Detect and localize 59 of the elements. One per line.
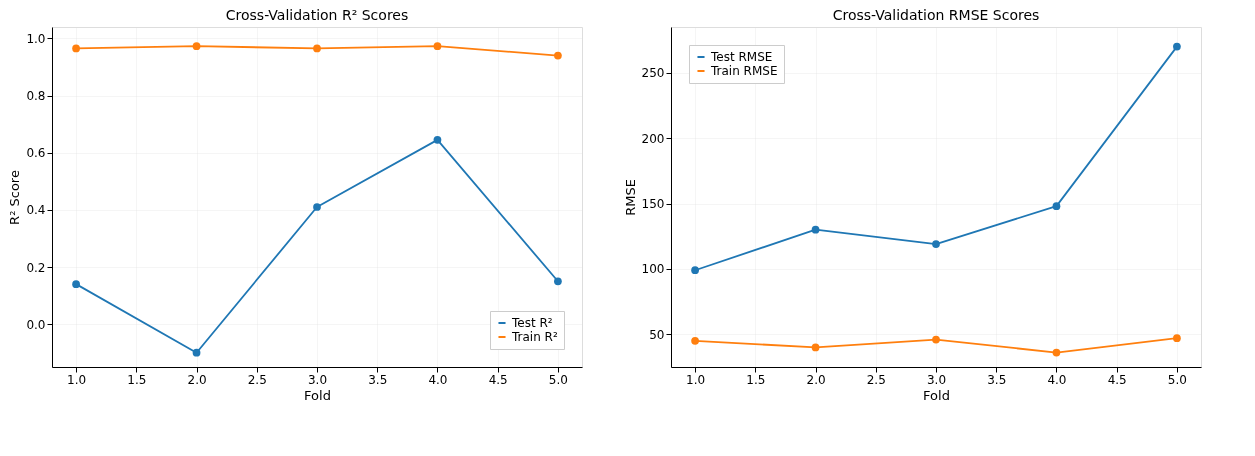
x-tick-label: 3.0 <box>926 372 947 387</box>
y-tick-label: 0.2 <box>26 260 46 275</box>
point <box>1173 42 1181 51</box>
point <box>313 44 321 53</box>
x-tick-label: 2.0 <box>187 372 207 387</box>
chart-title: Cross-Validation R² Scores <box>225 7 409 23</box>
y-tick-label: 250 <box>641 66 665 81</box>
x-tick-label: 3.5 <box>987 372 1007 387</box>
point <box>433 42 442 51</box>
point <box>72 280 80 289</box>
point <box>72 44 80 53</box>
point <box>313 203 321 211</box>
x-tick-label: 1.5 <box>127 372 147 387</box>
y-tick-label: 200 <box>641 131 665 146</box>
point <box>691 336 699 345</box>
y-axis-title: R² Score <box>7 170 23 225</box>
y-tick-label: 0.4 <box>26 203 46 218</box>
point <box>192 348 201 357</box>
point <box>691 266 699 275</box>
chart-title: Cross-Validation RMSE Scores <box>832 7 1040 23</box>
y-tick-label: 0.8 <box>26 89 46 104</box>
x-tick-label: 4.5 <box>1107 372 1127 387</box>
x-tick-label: 5.0 <box>1167 372 1187 387</box>
x-tick-label: 1.0 <box>686 372 706 387</box>
point <box>932 335 940 344</box>
legend-label: Test RMSE <box>710 50 773 64</box>
y-axis-title: RMSE <box>622 179 638 216</box>
point <box>811 343 820 352</box>
y-tick-label: 0.6 <box>26 146 46 161</box>
point <box>811 225 820 234</box>
x-tick-label: 4.0 <box>1047 372 1067 387</box>
point <box>1173 334 1181 343</box>
legend-label: Test R² <box>511 316 553 330</box>
x-tick-label: 3.5 <box>368 372 388 387</box>
point <box>433 135 442 144</box>
x-axis-title: Fold <box>304 387 331 403</box>
x-tick-label: 1.5 <box>746 372 766 387</box>
y-tick-label: 0.0 <box>26 317 46 332</box>
legend-label: Train RMSE <box>710 64 778 78</box>
point <box>554 51 562 60</box>
y-tick-label: 150 <box>641 197 665 212</box>
x-tick-label: 2.0 <box>806 372 826 387</box>
x-tick-label: 4.5 <box>488 372 508 387</box>
x-tick-label: 3.0 <box>307 372 328 387</box>
x-tick-label: 4.0 <box>428 372 448 387</box>
x-tick-label: 2.5 <box>866 372 886 387</box>
point <box>932 240 940 248</box>
y-tick-label: 100 <box>641 262 665 277</box>
point <box>192 42 201 51</box>
y-tick-label: 1.0 <box>26 31 46 46</box>
x-tick-label: 5.0 <box>548 372 568 387</box>
point <box>554 277 562 286</box>
point <box>1052 202 1061 211</box>
x-tick-label: 1.0 <box>67 372 87 387</box>
x-tick-label: 2.5 <box>247 372 267 387</box>
point <box>1052 348 1061 357</box>
x-axis-title: Fold <box>923 387 950 403</box>
legend-label: Train R² <box>511 330 558 344</box>
y-tick-label: 50 <box>649 327 665 342</box>
